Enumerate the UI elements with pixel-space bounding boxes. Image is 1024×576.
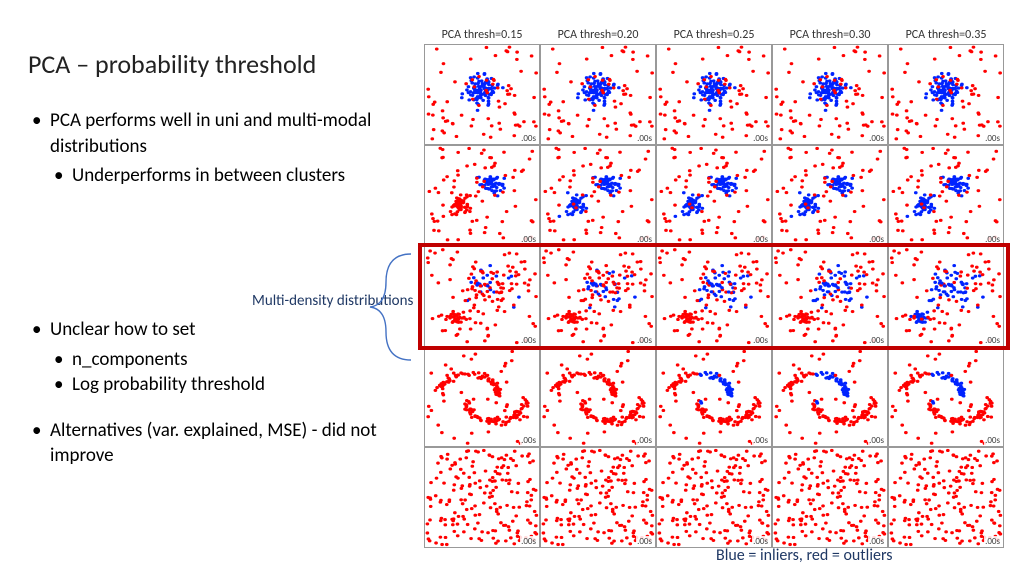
col-header: PCA thresh=0.15 bbox=[424, 28, 540, 42]
timer-label: .00s bbox=[984, 536, 1001, 547]
timer-label: .00s bbox=[984, 435, 1001, 446]
col-header: PCA thresh=0.25 bbox=[656, 28, 772, 42]
timer-label: .00s bbox=[636, 234, 653, 245]
scatter-cell: .00s bbox=[888, 347, 1004, 448]
timer-label: .00s bbox=[636, 335, 653, 346]
scatter-cell: .00s bbox=[772, 145, 888, 246]
timer-label: .00s bbox=[752, 133, 769, 144]
scatter-cell: .00s bbox=[888, 145, 1004, 246]
scatter-cell: .00s bbox=[424, 145, 540, 246]
scatter-cell: .00s bbox=[540, 145, 656, 246]
timer-label: .00s bbox=[752, 435, 769, 446]
bullet-2-sub-1: n_components bbox=[52, 347, 408, 373]
scatter-cell: .00s bbox=[772, 246, 888, 347]
scatter-cell: .00s bbox=[888, 447, 1004, 548]
scatter-cell: .00s bbox=[772, 44, 888, 145]
timer-label: .00s bbox=[636, 536, 653, 547]
slide-title: PCA – probability threshold bbox=[28, 48, 408, 80]
bullet-1: PCA performs well in uni and multi-modal… bbox=[28, 108, 408, 159]
timer-label: .00s bbox=[636, 435, 653, 446]
timer-label: .00s bbox=[984, 335, 1001, 346]
col-header: PCA thresh=0.30 bbox=[772, 28, 888, 42]
scatter-cell: .00s bbox=[540, 447, 656, 548]
scatter-cell: .00s bbox=[656, 246, 772, 347]
scatter-cell: .00s bbox=[772, 447, 888, 548]
scatter-cell: .00s bbox=[540, 44, 656, 145]
scatter-cell: .00s bbox=[888, 246, 1004, 347]
scatter-cell: .00s bbox=[656, 347, 772, 448]
scatter-cell: .00s bbox=[424, 44, 540, 145]
timer-label: .00s bbox=[984, 234, 1001, 245]
bullet-1-sub-1: Underperforms in between clusters bbox=[52, 163, 408, 189]
grid-cells: .00s.00s.00s.00s.00s.00s.00s.00s.00s.00s… bbox=[424, 44, 1004, 548]
bullet-3: Alternatives (var. explained, MSE) - did… bbox=[28, 418, 408, 469]
col-header: PCA thresh=0.20 bbox=[540, 28, 656, 42]
bullet-2-sub-2: Log probability threshold bbox=[52, 372, 408, 398]
timer-label: .00s bbox=[636, 133, 653, 144]
timer-label: .00s bbox=[752, 335, 769, 346]
bullet-2: Unclear how to set bbox=[28, 317, 408, 343]
timer-label: .00s bbox=[868, 234, 885, 245]
timer-label: .00s bbox=[520, 536, 537, 547]
scatter-cell: .00s bbox=[656, 44, 772, 145]
timer-label: .00s bbox=[520, 435, 537, 446]
scatter-cell: .00s bbox=[888, 44, 1004, 145]
timer-label: .00s bbox=[868, 335, 885, 346]
scatter-grid: PCA thresh=0.15PCA thresh=0.20PCA thresh… bbox=[424, 28, 1004, 548]
scatter-cell: .00s bbox=[424, 246, 540, 347]
scatter-cell: .00s bbox=[540, 347, 656, 448]
timer-label: .00s bbox=[520, 234, 537, 245]
timer-label: .00s bbox=[868, 133, 885, 144]
scatter-cell: .00s bbox=[656, 145, 772, 246]
column-headers: PCA thresh=0.15PCA thresh=0.20PCA thresh… bbox=[424, 28, 1004, 42]
scatter-cell: .00s bbox=[656, 447, 772, 548]
annotation-label: Multi-density distributions bbox=[252, 292, 413, 310]
scatter-cell: .00s bbox=[540, 246, 656, 347]
legend-text: Blue = inliers, red = outliers bbox=[716, 546, 893, 565]
timer-label: .00s bbox=[984, 133, 1001, 144]
timer-label: .00s bbox=[752, 234, 769, 245]
timer-label: .00s bbox=[868, 435, 885, 446]
bullet-list: PCA performs well in uni and multi-modal… bbox=[28, 108, 408, 469]
scatter-cell: .00s bbox=[772, 347, 888, 448]
col-header: PCA thresh=0.35 bbox=[888, 28, 1004, 42]
timer-label: .00s bbox=[520, 335, 537, 346]
scatter-cell: .00s bbox=[424, 447, 540, 548]
text-column: PCA – probability threshold PCA performs… bbox=[28, 48, 408, 473]
scatter-cell: .00s bbox=[424, 347, 540, 448]
timer-label: .00s bbox=[520, 133, 537, 144]
